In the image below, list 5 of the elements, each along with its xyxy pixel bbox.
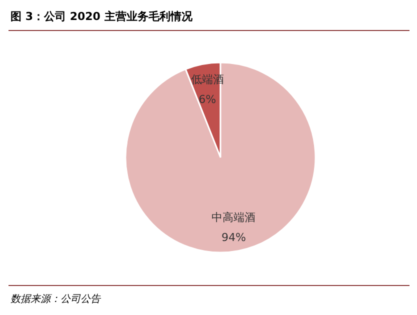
source-note: 数据来源：公司公告 <box>10 293 102 305</box>
data-label: 6% <box>198 92 216 106</box>
slice-label: 中高端酒 <box>212 211 256 224</box>
chart-title: 图 3：公司 2020 主营业务毛利情况 <box>10 10 194 23</box>
data-label: 94% <box>221 231 246 244</box>
